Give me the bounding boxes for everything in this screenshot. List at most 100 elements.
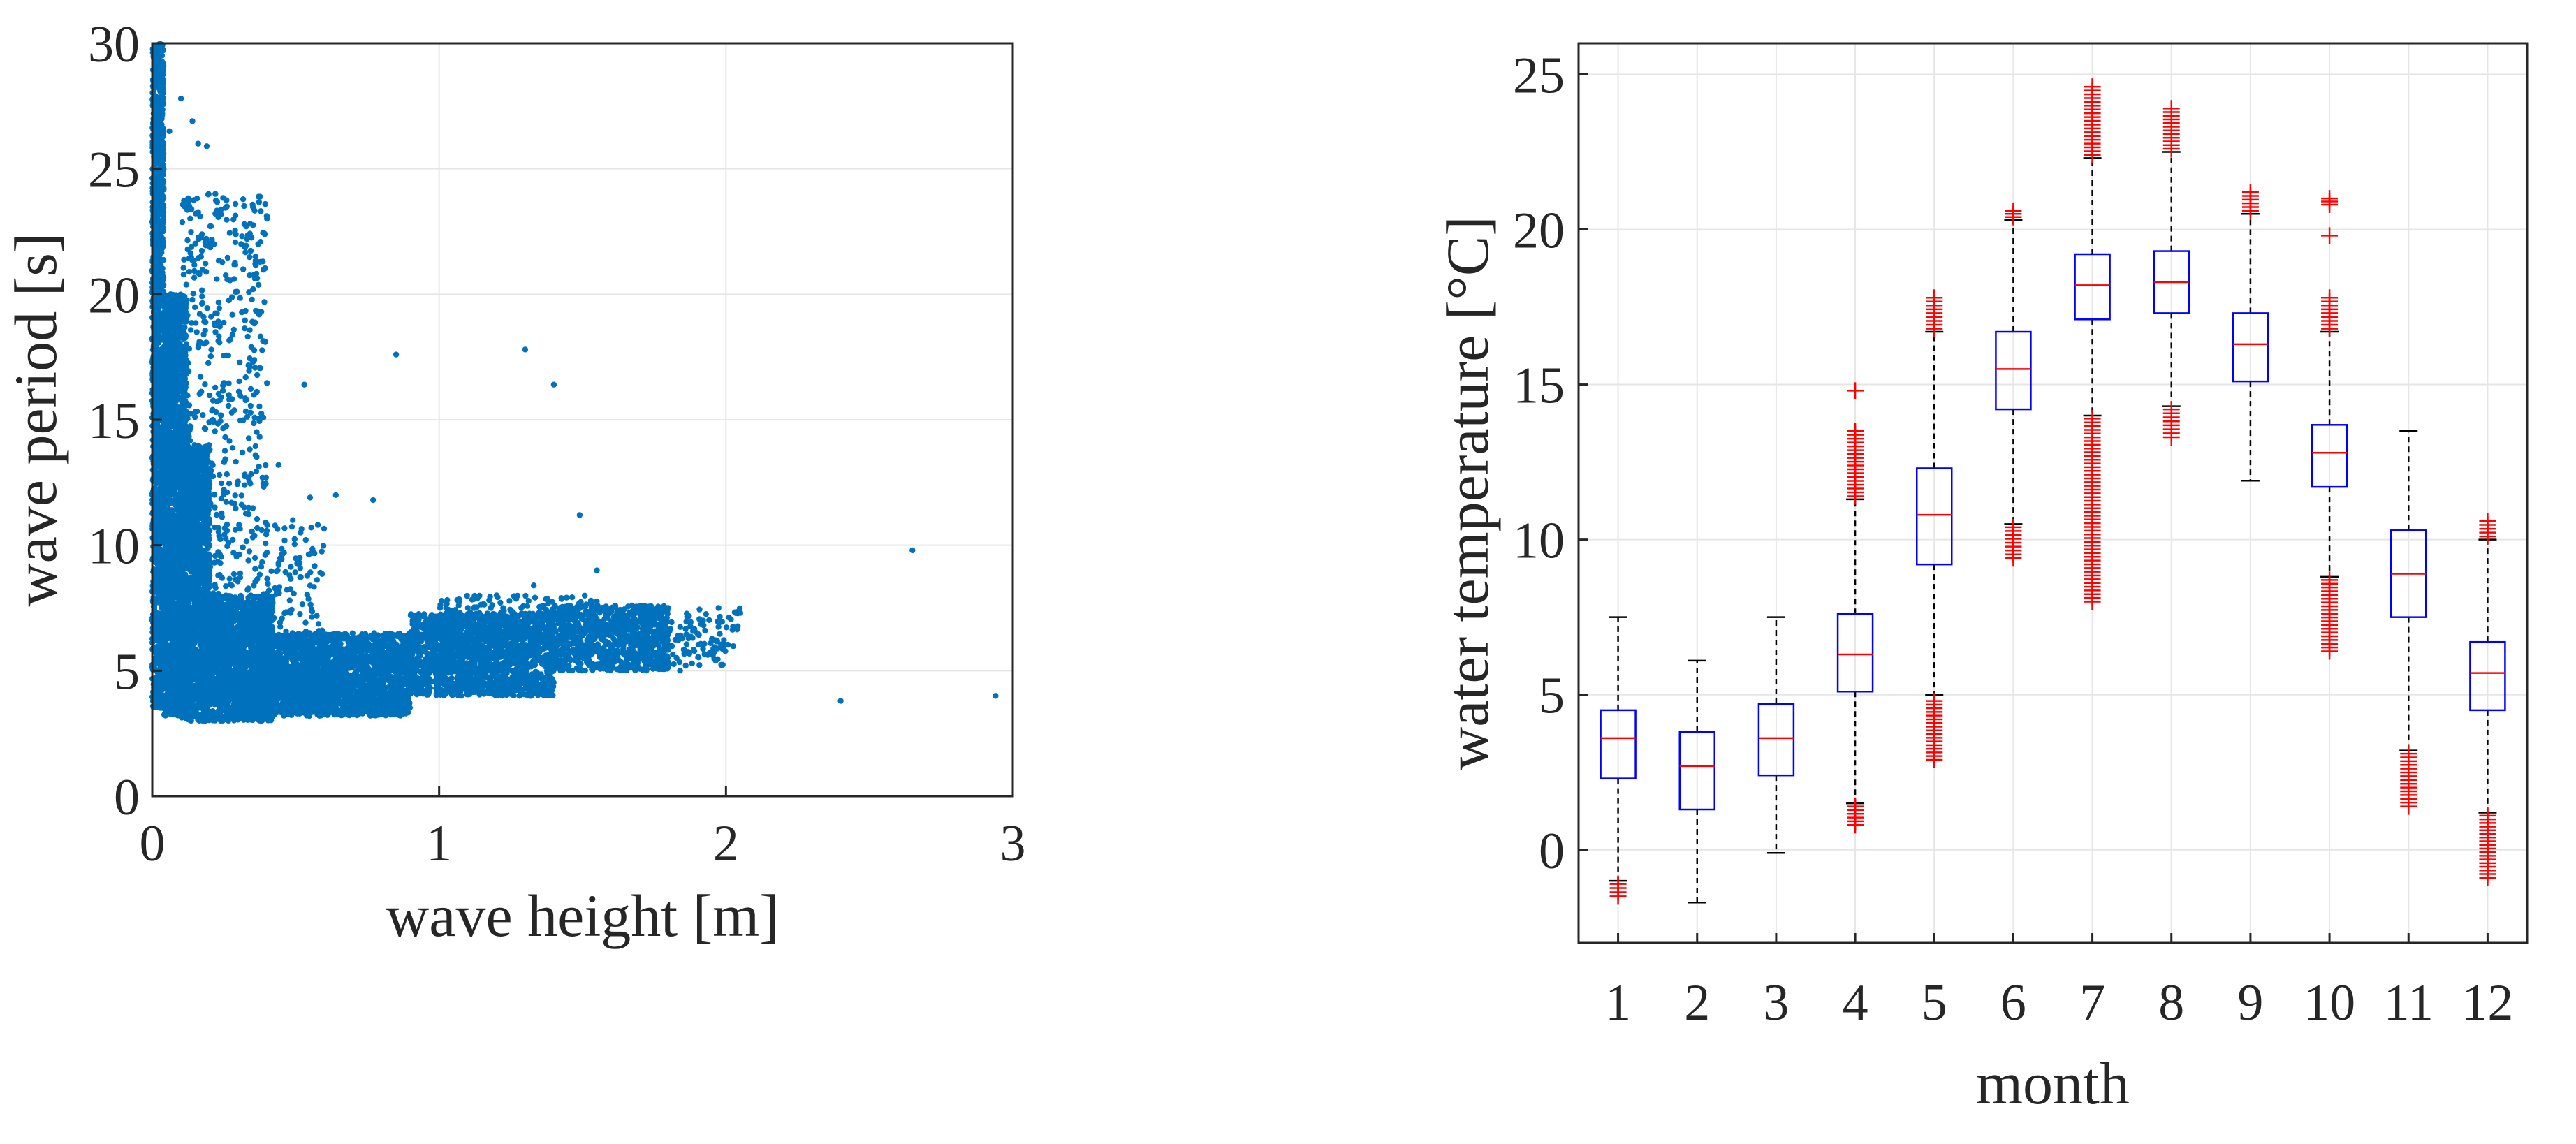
scatter-point-1555 — [152, 493, 159, 500]
scatter-point-3608 — [161, 502, 167, 508]
scatter-point-1266 — [159, 136, 165, 142]
scatter-point-3693 — [170, 377, 177, 383]
scatter-point-1584 — [154, 461, 161, 468]
scatter-point-3626 — [168, 291, 174, 298]
scatter-point-3795 — [165, 427, 171, 434]
scatter-point-1356 — [160, 131, 166, 138]
scatter-point-3501 — [161, 375, 168, 381]
scatter-point-1487 — [156, 59, 162, 66]
scatter-point-1549 — [156, 180, 163, 187]
scatter-point-3793 — [168, 303, 175, 309]
scatter-point-1453 — [154, 386, 160, 393]
scatter-point-3692 — [170, 442, 177, 448]
scatter-point-1579 — [152, 303, 159, 309]
scatter-point-3466 — [180, 399, 186, 405]
scatter-point-3686 — [175, 334, 182, 340]
scatter-point-3773 — [167, 533, 174, 539]
scatter-point-1376 — [159, 197, 166, 204]
scatter-point-1498 — [152, 567, 159, 574]
scatter-point-3600 — [163, 680, 170, 687]
scatter-point-1512 — [160, 141, 166, 147]
scatter-point-3617 — [164, 543, 171, 549]
scatter-point-1506 — [156, 224, 162, 230]
scatter-point-1566 — [156, 132, 162, 138]
scatter-point-1597 — [153, 382, 159, 388]
scatter-point-1516 — [152, 200, 159, 207]
scatter-point-1463 — [156, 654, 162, 661]
scatter-point-3742 — [161, 332, 168, 339]
scatter-point-3393 — [165, 567, 171, 573]
scatter-point-3758 — [161, 530, 168, 536]
scatter-point-3684 — [163, 576, 169, 583]
scatter-point-3488 — [178, 405, 184, 412]
scatter-point-3491 — [167, 548, 173, 555]
scatter-point-1220 — [158, 149, 165, 156]
scatter-point-3747 — [164, 471, 170, 478]
scatter-point-1447 — [152, 439, 159, 446]
scatter-point-3262 — [169, 325, 175, 331]
scatter-point-1513 — [156, 376, 163, 382]
scatter-point-3776 — [173, 297, 180, 303]
scatter-point-1503 — [156, 318, 163, 325]
scatter-point-1455 — [155, 249, 161, 255]
scatter-point-1297 — [152, 338, 159, 344]
scatter-point-3777 — [161, 365, 167, 372]
scatter-point-3748 — [171, 396, 177, 402]
scatter-point-3786 — [170, 705, 177, 712]
scatter-point-1442 — [157, 161, 163, 167]
scatter-point-1491 — [154, 213, 161, 219]
scatter-point-3572 — [161, 705, 168, 712]
scatter-point-3524 — [164, 477, 170, 483]
scatter-point-1599 — [153, 155, 159, 161]
scatter-point-1426 — [156, 231, 163, 238]
scatter-point-3672 — [170, 564, 177, 570]
scatter-point-3685 — [173, 473, 179, 479]
scatter-point-1508 — [157, 629, 163, 635]
scatter-point-3495 — [162, 438, 168, 445]
scatter-point-3785 — [175, 411, 182, 417]
scatter-point-3695 — [164, 508, 171, 514]
scatter-point-3784 — [179, 380, 185, 386]
scatter-point-3671 — [162, 615, 168, 621]
scatter-point-1507 — [154, 263, 160, 270]
scatter-point-1554 — [156, 617, 162, 624]
scatter-point-1598 — [154, 674, 161, 680]
scatter-points — [149, 41, 999, 724]
scatter-point-3691 — [161, 449, 167, 456]
scatter-point-1423 — [154, 295, 161, 301]
scatter-point-990 — [159, 126, 165, 133]
scatter-point-1581 — [152, 183, 159, 189]
scatter-point-1486 — [154, 219, 161, 226]
scatter-point-1484 — [154, 430, 161, 437]
scatter-point-2981 — [161, 637, 168, 644]
scatter-point-1362 — [160, 80, 166, 87]
scatter-point-3663 — [166, 524, 172, 530]
scatter-point-3746 — [161, 344, 168, 350]
scatter-point-3780 — [162, 349, 168, 355]
scatter-point-1526 — [152, 98, 159, 105]
scatter-point-1496 — [155, 696, 161, 702]
scatter-point-3765 — [166, 673, 173, 680]
scatter-point-1559 — [159, 212, 166, 219]
scatter-point-1337 — [154, 237, 161, 243]
scatter-point-3715 — [171, 539, 177, 545]
scatter-point-3272 — [161, 459, 167, 466]
scatter-point-1024 — [158, 687, 165, 694]
scatter-point-1596 — [156, 121, 162, 127]
scatter-point-1245 — [153, 499, 159, 506]
scatter-point-1573 — [153, 110, 160, 117]
scatter-point-1530 — [154, 281, 161, 288]
scatter-point-3623 — [179, 373, 185, 379]
scatter-point-1577 — [156, 173, 162, 179]
scatter-point-3702 — [173, 548, 179, 555]
scatter-point-1520 — [154, 81, 161, 87]
scatter-point-3752 — [164, 651, 171, 657]
scatter-point-1560 — [152, 229, 159, 235]
scatter-point-3783 — [170, 479, 176, 485]
scatter-point-3779 — [161, 548, 168, 554]
scatter-point-1558 — [159, 271, 165, 277]
scatter-point-3499 — [164, 626, 171, 633]
scatter-point-1495 — [158, 85, 164, 91]
scatter-point-1253 — [157, 286, 164, 293]
